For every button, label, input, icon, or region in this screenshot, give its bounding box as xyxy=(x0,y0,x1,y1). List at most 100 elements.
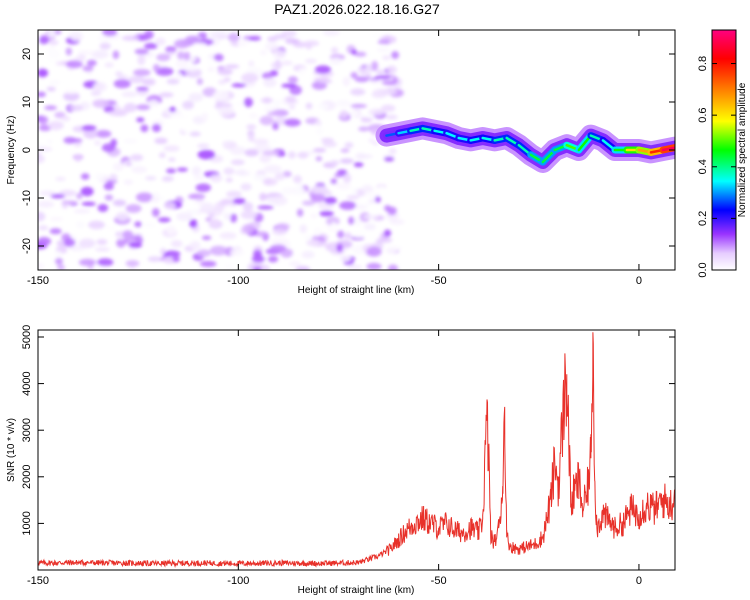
noise-blob xyxy=(204,59,217,66)
noise-blob xyxy=(80,173,90,180)
noise-blob xyxy=(273,49,286,60)
noise-blob xyxy=(95,247,110,252)
noise-blob xyxy=(314,65,332,74)
noise-blob xyxy=(166,168,176,174)
noise-blob xyxy=(260,97,274,104)
noise-blob xyxy=(155,37,166,46)
noise-blob xyxy=(38,262,45,269)
noise-blob xyxy=(197,249,211,257)
snr-x-tick-label: -150 xyxy=(27,575,49,587)
noise-blob xyxy=(55,257,63,265)
noise-blob xyxy=(306,239,320,247)
noise-blob xyxy=(136,86,149,91)
spectrogram-x-label: Height of straight line (km) xyxy=(298,285,415,296)
noise-blob xyxy=(374,75,392,80)
noise-blob xyxy=(381,80,398,86)
noise-blob xyxy=(189,131,201,137)
noise-blob xyxy=(66,60,83,69)
spectrogram-y-label: Frequency (Hz) xyxy=(6,116,17,185)
noise-blob xyxy=(324,196,337,205)
noise-blob xyxy=(252,138,269,145)
noise-blob xyxy=(122,230,134,240)
spectrogram-x-tick-label: 0 xyxy=(636,275,642,287)
noise-blob xyxy=(296,208,304,217)
noise-blob xyxy=(61,200,78,205)
noise-blob xyxy=(263,78,277,88)
noise-blob xyxy=(183,51,191,61)
spectrogram-y-tick-label: 0 xyxy=(21,147,33,153)
colorbar: 0.0 0.2 0.4 0.6 0.8 Normalized spectral ampl… xyxy=(697,29,748,278)
noise-blob xyxy=(83,129,98,139)
noise-blob xyxy=(316,103,329,110)
noise-blob xyxy=(91,50,109,59)
noise-blob xyxy=(188,209,199,215)
noise-blob xyxy=(350,104,368,108)
signal-core xyxy=(661,146,675,152)
noise-blob xyxy=(176,212,193,222)
noise-blob xyxy=(154,137,168,144)
noise-blob xyxy=(224,64,240,69)
noise-blob xyxy=(80,186,94,197)
noise-blob xyxy=(305,43,312,50)
noise-blob xyxy=(298,67,307,77)
noise-blob xyxy=(304,124,321,130)
noise-blob xyxy=(363,223,376,231)
colorbar-gradient xyxy=(712,30,736,270)
noise-blob xyxy=(158,152,166,159)
noise-blob xyxy=(365,64,373,74)
noise-blob xyxy=(164,250,181,258)
noise-blob xyxy=(384,245,398,254)
noise-blob xyxy=(358,126,370,132)
noise-blob xyxy=(361,185,374,193)
noise-blob xyxy=(170,240,183,248)
noise-blob xyxy=(273,34,288,40)
noise-blob xyxy=(230,213,238,223)
noise-blob xyxy=(383,156,395,162)
noise-blob xyxy=(142,78,156,86)
noise-blob xyxy=(112,162,124,172)
noise-blob xyxy=(337,230,345,239)
noise-blob xyxy=(287,151,296,159)
noise-blob xyxy=(217,68,233,76)
snr-y-tick-label: 5000 xyxy=(21,325,33,349)
noise-blob xyxy=(129,242,142,249)
noise-blob xyxy=(143,222,156,228)
noise-blob xyxy=(248,60,255,67)
noise-blob xyxy=(76,192,83,200)
noise-blob xyxy=(49,228,62,235)
noise-blob xyxy=(270,61,283,69)
noise-blob xyxy=(117,61,124,71)
noise-blob xyxy=(218,106,235,117)
noise-blob xyxy=(346,195,360,200)
noise-blob xyxy=(388,148,397,155)
noise-blob xyxy=(104,62,114,68)
noise-blob xyxy=(121,91,138,98)
noise-blob xyxy=(75,221,85,229)
noise-blob xyxy=(61,115,71,122)
noise-blob xyxy=(382,55,391,61)
noise-blob xyxy=(225,177,233,183)
noise-blob xyxy=(112,199,127,207)
noise-blob xyxy=(97,258,114,267)
noise-blob xyxy=(38,115,49,125)
noise-blob xyxy=(344,232,352,240)
noise-blob xyxy=(105,225,117,232)
noise-blob xyxy=(368,199,377,204)
noise-blob xyxy=(94,140,101,146)
noise-blob xyxy=(366,262,382,270)
noise-blob xyxy=(125,260,140,267)
spectrogram-frame xyxy=(37,29,676,271)
noise-blob xyxy=(38,211,46,222)
noise-blob xyxy=(259,115,274,126)
noise-blob xyxy=(213,53,224,62)
noise-blob xyxy=(343,173,352,184)
noise-blob xyxy=(168,157,176,162)
noise-blobs xyxy=(38,30,405,270)
noise-blob xyxy=(172,255,180,263)
noise-blob xyxy=(199,260,217,268)
snr-y-tick-label: 1000 xyxy=(21,511,33,535)
noise-blob xyxy=(49,80,61,85)
noise-blob xyxy=(267,111,282,116)
noise-blob xyxy=(101,143,116,153)
noise-blob xyxy=(131,166,147,174)
